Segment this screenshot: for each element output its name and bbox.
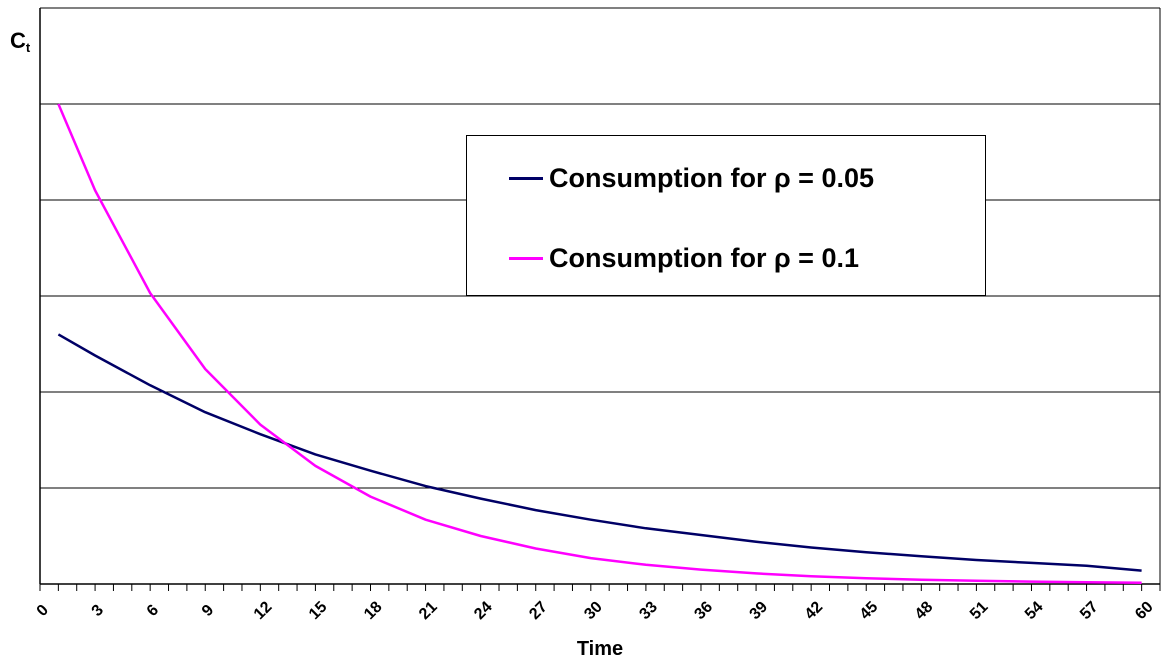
y-axis-label-subscript: t [25, 40, 31, 55]
x-tick-label-48: 48 [912, 598, 937, 623]
x-tick-label-24: 24 [471, 598, 496, 623]
x-tick-label-3: 3 [89, 602, 107, 620]
x-tick-label-60: 60 [1132, 598, 1157, 623]
x-tick-label-6: 6 [144, 602, 162, 620]
x-tick-label-30: 30 [581, 598, 606, 623]
legend-item-rho-005: Consumption for ρ = 0.05 [509, 163, 874, 193]
x-tick-label-45: 45 [857, 598, 882, 623]
series-line-0 [57, 333, 1142, 572]
x-tick-label-12: 12 [251, 598, 276, 623]
legend-label-rho-005: Consumption for ρ = 0.05 [549, 162, 874, 193]
x-tick-label-15: 15 [306, 598, 331, 623]
x-tick-label-27: 27 [526, 598, 551, 623]
legend-swatch-rho-005 [509, 176, 543, 180]
y-axis-label: Ct [10, 28, 30, 55]
x-axis-label-wrap: Time [0, 638, 1167, 661]
legend-swatch-rho-01 [509, 256, 543, 260]
series-lines [57, 103, 1142, 585]
x-tick-label-54: 54 [1022, 598, 1047, 623]
legend-label-rho-01: Consumption for ρ = 0.1 [549, 242, 859, 273]
series-line-1 [57, 103, 1142, 585]
axes [39, 7, 1161, 591]
y-axis-label-text: C [10, 28, 26, 53]
x-tick-label-36: 36 [691, 598, 716, 623]
x-tick-label-0: 0 [34, 602, 52, 620]
x-tick-label-57: 57 [1077, 598, 1102, 623]
legend-item-rho-01: Consumption for ρ = 0.1 [509, 243, 859, 273]
x-tick-label-51: 51 [967, 598, 992, 623]
x-tick-label-21: 21 [416, 598, 441, 623]
legend: Consumption for ρ = 0.05 Consumption for… [466, 135, 986, 296]
x-tick-label-9: 9 [199, 602, 217, 620]
x-tick-label-39: 39 [747, 598, 772, 623]
x-tick-labels: 0 3 6 9 12 15 18 21 24 27 30 33 36 39 42 45 48 51 54 57 60 [34, 598, 1157, 623]
x-tick-label-33: 33 [636, 598, 661, 623]
x-tick-label-18: 18 [361, 598, 386, 623]
x-axis-label: Time [576, 638, 624, 660]
x-tick-label-42: 42 [802, 598, 827, 623]
